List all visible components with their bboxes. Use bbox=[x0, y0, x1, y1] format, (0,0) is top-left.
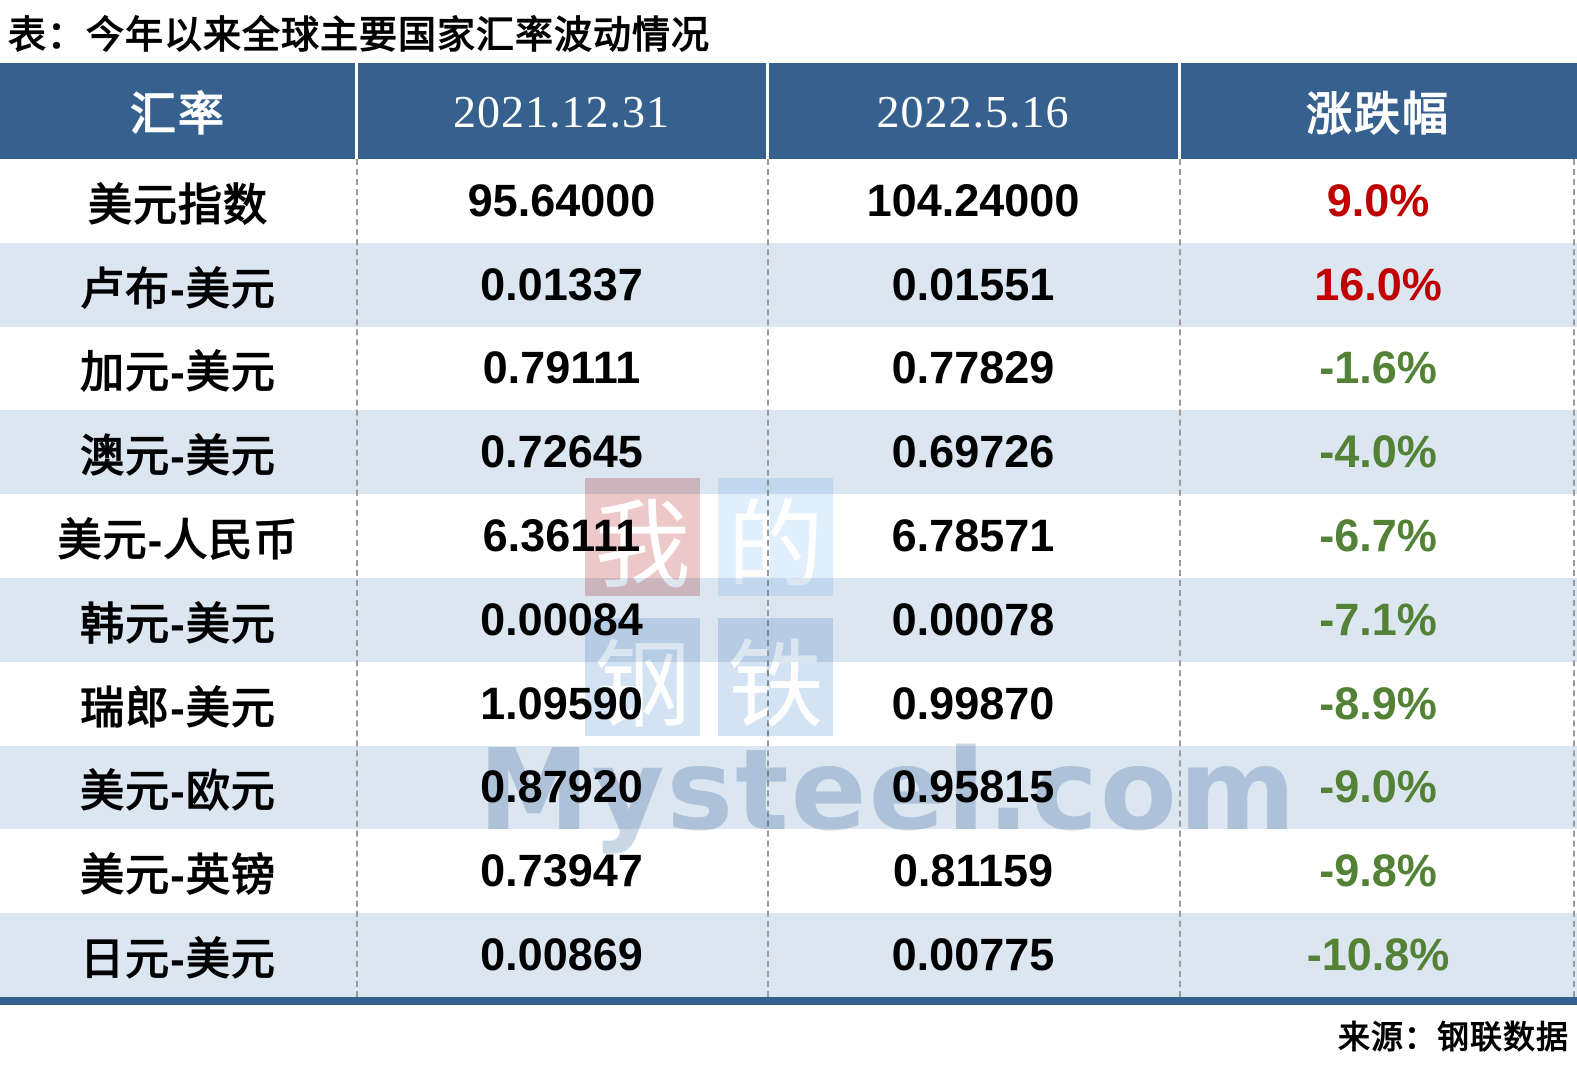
table-row: 美元指数 95.64000 104.24000 9.0% bbox=[0, 159, 1577, 243]
table-body: 美元指数 95.64000 104.24000 9.0% 卢布-美元 0.013… bbox=[0, 159, 1577, 997]
table-row: 加元-美元 0.79111 0.77829 -1.6% bbox=[0, 327, 1577, 411]
table-row: 美元-英镑 0.73947 0.81159 -9.8% bbox=[0, 829, 1577, 913]
header-date-start: 2021.12.31 bbox=[453, 85, 670, 137]
change-percent-value: -1.6% bbox=[1319, 342, 1437, 394]
rate-start-value: 0.01337 bbox=[480, 258, 643, 310]
rate-end-value: 6.78571 bbox=[891, 510, 1055, 562]
header-change: 涨跌幅 bbox=[1306, 89, 1450, 140]
table-row: 韩元-美元 0.00084 0.00078 -7.1% bbox=[0, 577, 1577, 662]
table-row: 卢布-美元 0.01337 0.01551 16.0% bbox=[0, 242, 1577, 327]
rate-start-value: 0.87920 bbox=[480, 761, 643, 813]
change-percent-value: 16.0% bbox=[1314, 258, 1442, 310]
currency-pair-label: 卢布-美元 bbox=[80, 264, 276, 314]
table-row: 澳元-美元 0.72645 0.69726 -4.0% bbox=[0, 410, 1577, 495]
currency-pair-label: 日元-美元 bbox=[80, 935, 276, 985]
rate-start-value: 0.00084 bbox=[480, 593, 643, 645]
rate-end-value: 0.95815 bbox=[891, 761, 1055, 813]
exchange-rate-table: 汇率 2021.12.31 2022.5.16 涨跌幅 美元指数 95.6400… bbox=[0, 63, 1577, 1005]
rate-end-value: 0.00775 bbox=[891, 929, 1055, 981]
table-row: 日元-美元 0.00869 0.00775 -10.8% bbox=[0, 913, 1577, 997]
change-percent-value: -4.0% bbox=[1319, 426, 1437, 478]
rate-end-value: 0.00078 bbox=[891, 593, 1055, 645]
change-percent-value: -10.8% bbox=[1306, 929, 1450, 981]
currency-pair-label: 瑞郎-美元 bbox=[80, 683, 276, 733]
page-title: 表：今年以来全球主要国家汇率波动情况 bbox=[8, 15, 711, 57]
table-row: 瑞郎-美元 1.09590 0.99870 -8.9% bbox=[0, 662, 1577, 746]
header-currency: 汇率 bbox=[130, 89, 226, 140]
table-header-row: 汇率 2021.12.31 2022.5.16 涨跌幅 bbox=[0, 63, 1577, 159]
rate-end-value: 104.24000 bbox=[866, 174, 1080, 226]
change-percent-value: -9.0% bbox=[1319, 761, 1437, 813]
currency-pair-label: 美元指数 bbox=[88, 180, 268, 230]
change-percent-value: -6.7% bbox=[1319, 510, 1437, 562]
header-divider-2 bbox=[766, 63, 769, 159]
column-divider-1 bbox=[356, 159, 358, 997]
rate-start-value: 0.79111 bbox=[482, 342, 641, 394]
change-percent-value: -7.1% bbox=[1319, 593, 1437, 645]
header-date-end: 2022.5.16 bbox=[876, 85, 1070, 137]
change-percent-value: 9.0% bbox=[1326, 174, 1430, 226]
rate-start-value: 0.73947 bbox=[480, 845, 643, 897]
rate-start-value: 1.09590 bbox=[480, 677, 643, 729]
rate-end-value: 0.69726 bbox=[891, 426, 1055, 478]
column-divider-2 bbox=[767, 159, 769, 997]
currency-pair-label: 美元-英镑 bbox=[80, 851, 276, 901]
currency-pair-label: 美元-人民币 bbox=[57, 516, 299, 566]
header-divider-3 bbox=[1178, 63, 1181, 159]
rate-start-value: 0.00869 bbox=[480, 929, 643, 981]
column-divider-right-edge bbox=[1573, 159, 1575, 997]
table-row: 美元-欧元 0.87920 0.95815 -9.0% bbox=[0, 745, 1577, 830]
rate-start-value: 0.72645 bbox=[480, 426, 643, 478]
change-percent-value: -8.9% bbox=[1319, 677, 1437, 729]
column-divider-3 bbox=[1179, 159, 1181, 997]
data-source-label: 来源：钢联数据 bbox=[1337, 1019, 1569, 1055]
rate-start-value: 95.64000 bbox=[467, 174, 656, 226]
table-row: 美元-人民币 6.36111 6.78571 -6.7% bbox=[0, 494, 1577, 578]
currency-pair-label: 加元-美元 bbox=[80, 348, 276, 398]
rate-start-value: 6.36111 bbox=[482, 510, 641, 562]
rate-end-value: 0.81159 bbox=[892, 845, 1054, 897]
table-bottom-border bbox=[0, 996, 1577, 1005]
currency-pair-label: 韩元-美元 bbox=[80, 599, 276, 649]
currency-pair-label: 澳元-美元 bbox=[80, 432, 276, 482]
currency-pair-label: 美元-欧元 bbox=[80, 767, 276, 817]
rate-end-value: 0.77829 bbox=[891, 342, 1055, 394]
rate-end-value: 0.01551 bbox=[891, 258, 1055, 310]
rate-end-value: 0.99870 bbox=[891, 677, 1055, 729]
change-percent-value: -9.8% bbox=[1319, 845, 1437, 897]
header-divider-1 bbox=[355, 63, 358, 159]
